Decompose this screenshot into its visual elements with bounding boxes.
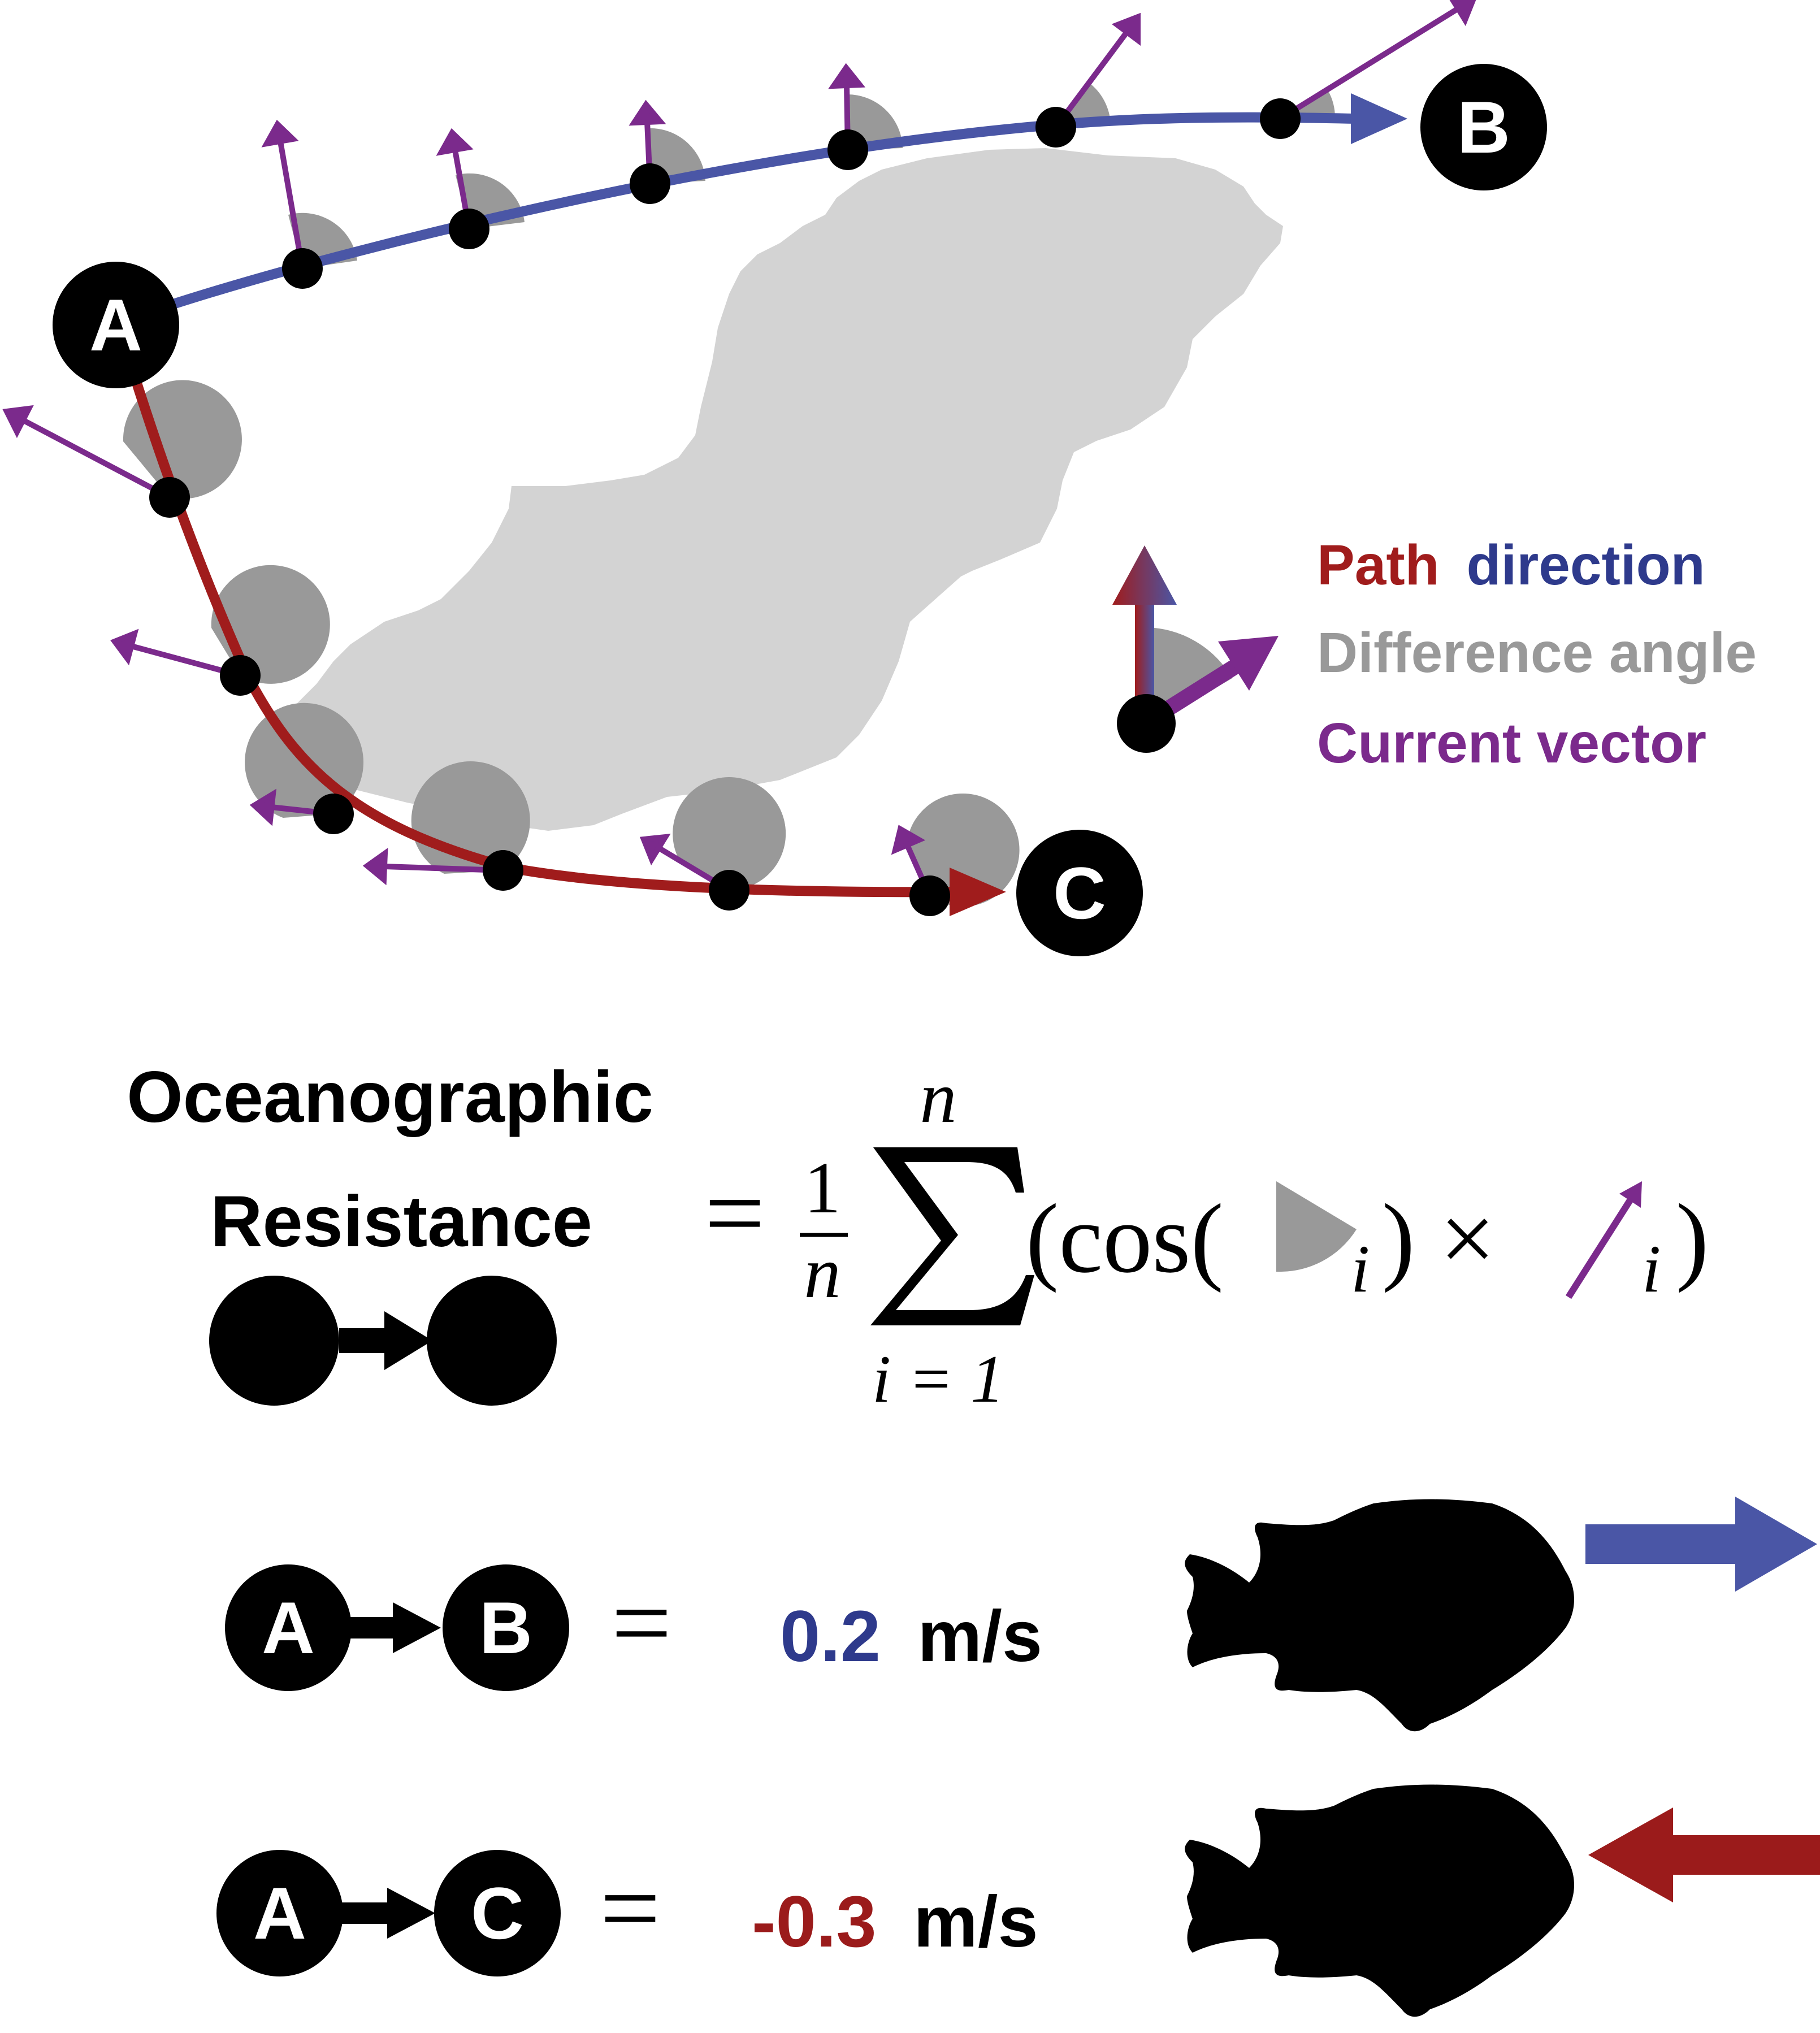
svg-text:-0.3 m/s: -0.3 m/s [752, 1882, 1038, 1962]
result-node-from-label: A [253, 1872, 306, 1954]
legend-difference-angle-label: Difference angle [1317, 621, 1757, 684]
result-node-to [443, 1564, 569, 1691]
sample-point [483, 850, 523, 891]
sample-point [449, 209, 489, 249]
current-vector-arrow [1279, 6, 1460, 122]
node-a [53, 262, 179, 388]
result-node-to-label: C [471, 1872, 524, 1954]
node-b-label: B [1457, 86, 1510, 168]
node-b [1420, 64, 1547, 190]
sample-point [909, 875, 950, 916]
legend-path-label: Path [1317, 534, 1440, 597]
sample-point [313, 794, 354, 834]
sample-point [827, 129, 868, 170]
result-node-from [225, 1564, 352, 1691]
formula-equals-sign: = [704, 1154, 765, 1273]
node-c [1016, 830, 1143, 956]
current-direction-arrow-icon [1667, 1835, 1820, 1875]
sample-point [282, 248, 323, 289]
current-direction-arrow-icon [1585, 1524, 1744, 1564]
formula-subscript-i-angle: i [1351, 1231, 1370, 1306]
formula-sum-upper-limit: n [920, 1057, 957, 1138]
formula-close-times: ) × [1382, 1184, 1496, 1293]
formula-section: Oceanographic Resistance = 1 n n i = 1 (… [127, 1057, 1709, 1416]
formula-fraction-denominator: n [804, 1232, 841, 1314]
current-vector-arrow [278, 141, 305, 269]
legend-current-vector-label: Current vector [1317, 712, 1706, 775]
result-unit: m/s [913, 1882, 1038, 1962]
formula-node-from-icon [209, 1276, 339, 1406]
result-node-from-label: A [262, 1586, 315, 1669]
formula-title-line1: Oceanographic [127, 1057, 653, 1138]
result-value: -0.3 [752, 1882, 877, 1962]
current-vector-arrow [21, 417, 171, 500]
path-a-to-b [151, 112, 1357, 316]
formula-summation-symbol [870, 1147, 1034, 1325]
sample-point [149, 477, 190, 518]
formula-difference-angle-icon [1276, 1181, 1357, 1272]
formula-title-line2: Resistance [210, 1181, 592, 1262]
formula-fraction-numerator: 1 [804, 1147, 841, 1229]
path-a-to-c-arrowhead [950, 868, 1006, 916]
result-node-to [434, 1850, 561, 1976]
sample-point [1035, 107, 1076, 148]
formula-node-to-icon [427, 1276, 557, 1406]
formula-current-vector-icon [1565, 1197, 1634, 1299]
result-equals-sign: = [600, 1849, 660, 1968]
sample-point [630, 163, 670, 204]
fish-silhouette-icon [1185, 1784, 1574, 2017]
formula-close-paren: ) [1676, 1184, 1709, 1293]
sample-point [709, 870, 749, 911]
difference-angle-wedge [673, 777, 786, 891]
sample-point [1260, 98, 1301, 139]
formula-cos-open: (cos( [1026, 1184, 1224, 1293]
fish-silhouette-icon [1185, 1499, 1574, 1732]
result-equals-sign: = [611, 1564, 671, 1683]
svg-text:0.2 m/s: 0.2 m/s [780, 1596, 1042, 1677]
path-a-to-b-arrowhead [1351, 93, 1407, 144]
land-mass [285, 148, 1283, 831]
legend: Path direction Difference angle Current … [1112, 534, 1757, 775]
formula-sum-lower-limit: i = 1 [872, 1341, 1004, 1416]
formula-subscript-i-vector: i [1642, 1231, 1661, 1306]
result-node-from [216, 1850, 343, 1976]
result-node-to-label: B [479, 1586, 532, 1669]
difference-angle-wedge [123, 380, 242, 499]
sample-point [220, 655, 261, 696]
svg-text:Path direction: Path direction [1317, 534, 1705, 597]
legend-sample-point-icon [1117, 694, 1176, 753]
result-value: 0.2 [780, 1596, 881, 1677]
result-row-a-to-b: A B = 0.2 m/s [225, 1497, 1817, 1732]
legend-direction-label: direction [1467, 534, 1705, 597]
node-a-label: A [89, 284, 142, 366]
result-unit: m/s [918, 1596, 1043, 1677]
node-c-label: C [1053, 852, 1106, 934]
result-row-a-to-c: A C = -0.3 m/s [216, 1784, 1820, 2017]
